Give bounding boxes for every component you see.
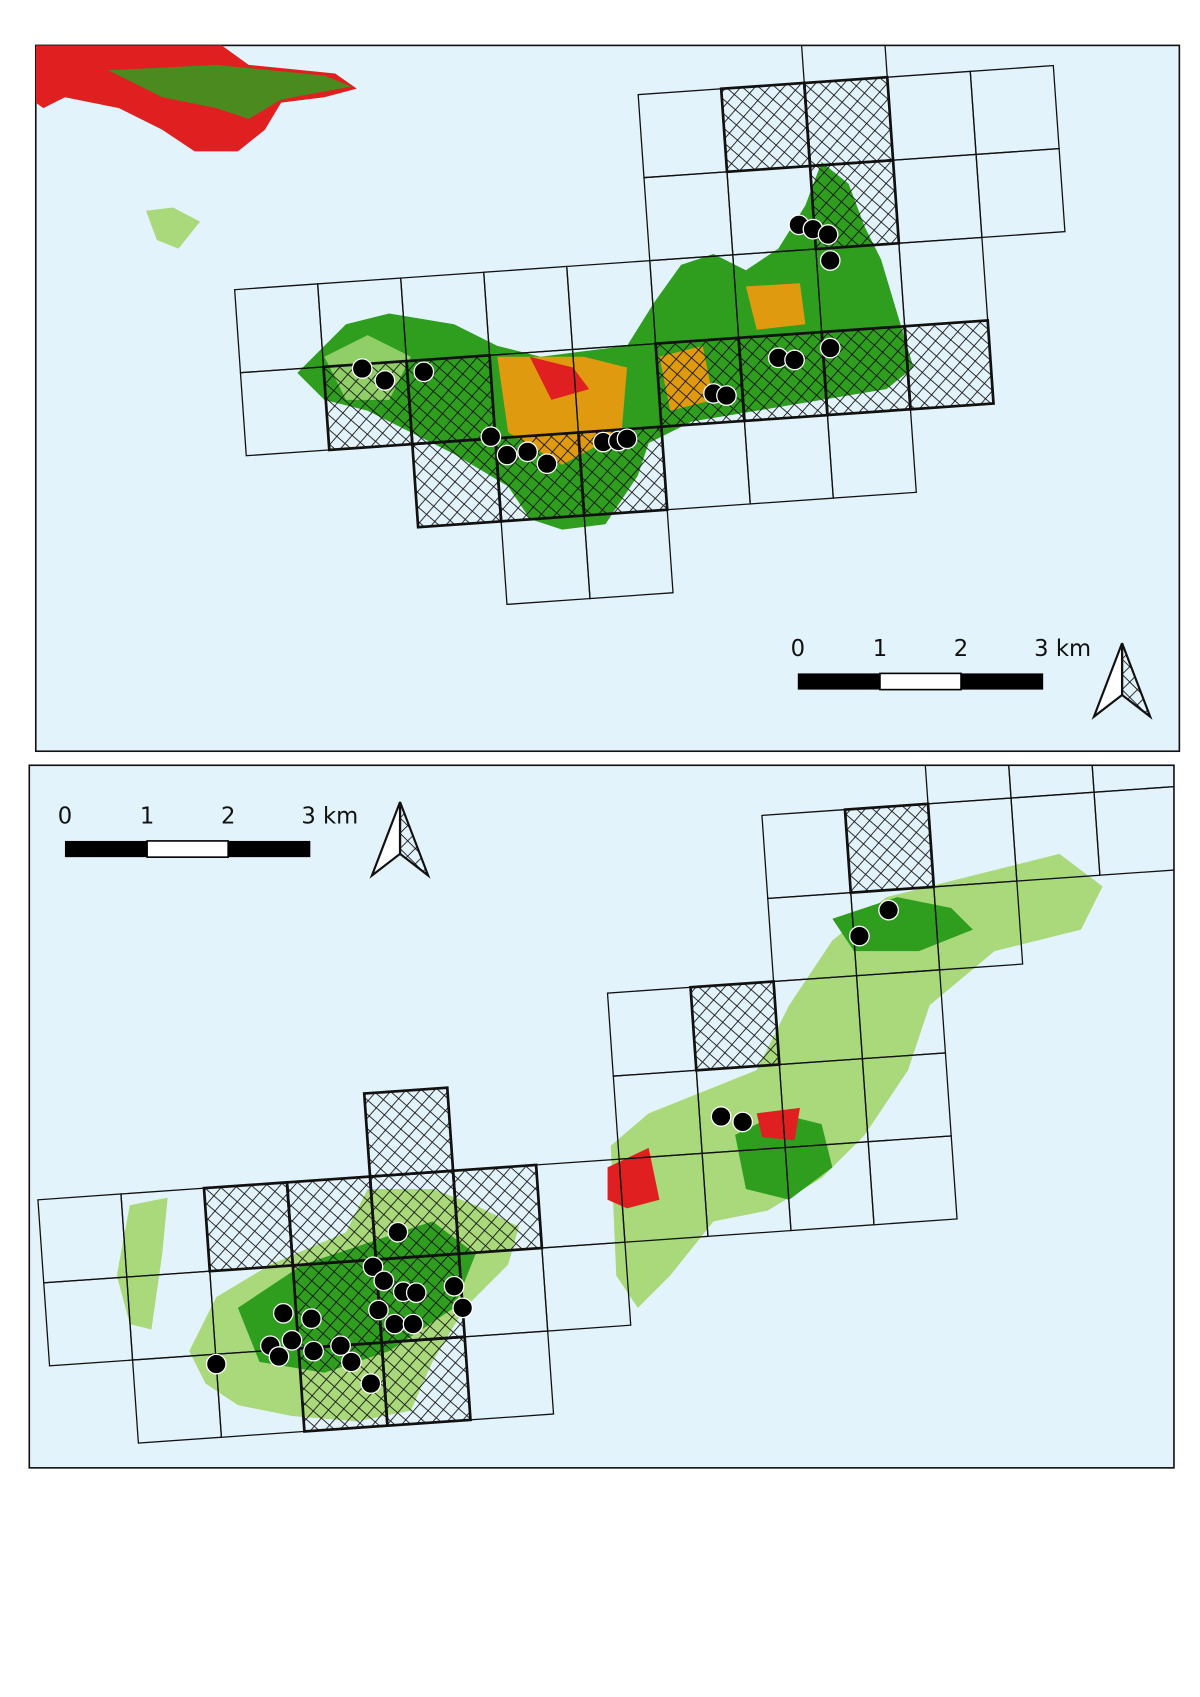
grid-cell-occupied <box>362 1086 455 1179</box>
record-point <box>480 426 502 448</box>
record-point <box>536 453 558 475</box>
grid-cell <box>826 408 917 499</box>
record-point <box>330 1335 351 1357</box>
grid-cell-occupied <box>285 1175 378 1267</box>
land-forest <box>108 64 352 119</box>
grid-cell <box>1004 765 1095 799</box>
north-arrow <box>1091 642 1153 720</box>
record-point <box>281 1329 303 1351</box>
grid <box>233 45 1066 606</box>
record-point <box>443 1275 465 1297</box>
land-forest <box>735 1113 833 1200</box>
record-point <box>374 370 396 391</box>
record-point <box>384 1313 406 1335</box>
scale-label: 2 <box>221 804 235 830</box>
grid-cell-occupied <box>843 802 936 895</box>
record-point <box>878 899 899 921</box>
grid-cell-occupied <box>202 1180 295 1273</box>
records <box>351 214 841 475</box>
record-point <box>413 361 435 383</box>
scale-segment <box>961 673 1044 690</box>
grid-cell <box>463 1330 555 1421</box>
grid-cell-occupied <box>689 980 781 1072</box>
record-point <box>784 349 805 371</box>
grid-cell-occupied <box>654 336 746 429</box>
grid-cell-occupied <box>903 319 995 411</box>
island <box>610 853 1103 1308</box>
scale-label: 3 km <box>301 804 358 830</box>
north-arrow <box>369 801 431 879</box>
grid-cell-occupied <box>802 75 895 168</box>
grid-cell-occupied <box>380 1335 472 1428</box>
record-point <box>373 1270 395 1292</box>
grid-cell-occupied <box>410 436 503 529</box>
record-point <box>341 1351 362 1373</box>
scale-label: 1 <box>140 804 154 830</box>
scale-label: 1 <box>873 636 887 662</box>
scale-bar: 0 1 2 3 km <box>791 636 1091 691</box>
record-point <box>819 250 841 271</box>
grid-cell-occupied <box>737 330 829 423</box>
scale-segment <box>879 672 962 691</box>
scale-label: 0 <box>791 636 805 662</box>
record-point <box>402 1313 424 1335</box>
scale-bar: 0 1 2 3 km <box>58 804 358 858</box>
record-point <box>303 1340 324 1362</box>
grid-cell <box>921 765 1012 805</box>
scale-segment <box>797 673 880 690</box>
grid-cell-occupied <box>451 1163 544 1256</box>
land-urban <box>529 356 590 400</box>
record-point <box>268 1346 290 1367</box>
record-point <box>616 428 638 450</box>
record-point <box>368 1299 389 1321</box>
grid-cell <box>583 509 674 600</box>
grid-cell-occupied <box>719 81 812 174</box>
record-point <box>362 1256 384 1278</box>
record-point <box>849 925 870 947</box>
grid-cell <box>867 1135 958 1226</box>
record-point <box>817 224 839 245</box>
scale-label: 2 <box>954 636 968 662</box>
land-agri <box>745 283 806 330</box>
scale-label: 3 km <box>1034 636 1091 662</box>
islet <box>146 207 201 249</box>
scale-label: 0 <box>58 804 72 830</box>
scale-segment <box>64 840 148 858</box>
grid-cell-occupied <box>368 1169 461 1262</box>
map-panel-bottom: 0 1 2 3 km <box>28 764 1175 1469</box>
record-point <box>205 1353 227 1375</box>
record-point <box>452 1297 474 1319</box>
record-point <box>272 1302 294 1324</box>
record-point <box>716 385 737 406</box>
grid-cell <box>969 64 1060 156</box>
grid <box>37 765 1174 1444</box>
islet <box>116 1197 168 1330</box>
grid-cell <box>541 1241 632 1332</box>
record-point <box>387 1221 409 1243</box>
record-point <box>819 337 841 359</box>
grid-cell <box>797 45 888 84</box>
scale-segment <box>146 840 229 858</box>
record-point <box>710 1106 732 1127</box>
record-point <box>360 1373 382 1394</box>
record-point <box>301 1308 322 1330</box>
grid-cell <box>1087 765 1174 793</box>
record-point <box>351 358 373 379</box>
records <box>205 899 899 1394</box>
record-point <box>405 1282 427 1304</box>
record-point <box>732 1111 754 1133</box>
record-point <box>517 441 538 463</box>
scale-segment <box>228 840 311 858</box>
land-urban <box>756 1107 800 1141</box>
record-point <box>496 444 518 466</box>
map-panel-top: 0 1 2 3 km <box>34 44 1181 753</box>
land-urban <box>607 1147 660 1209</box>
